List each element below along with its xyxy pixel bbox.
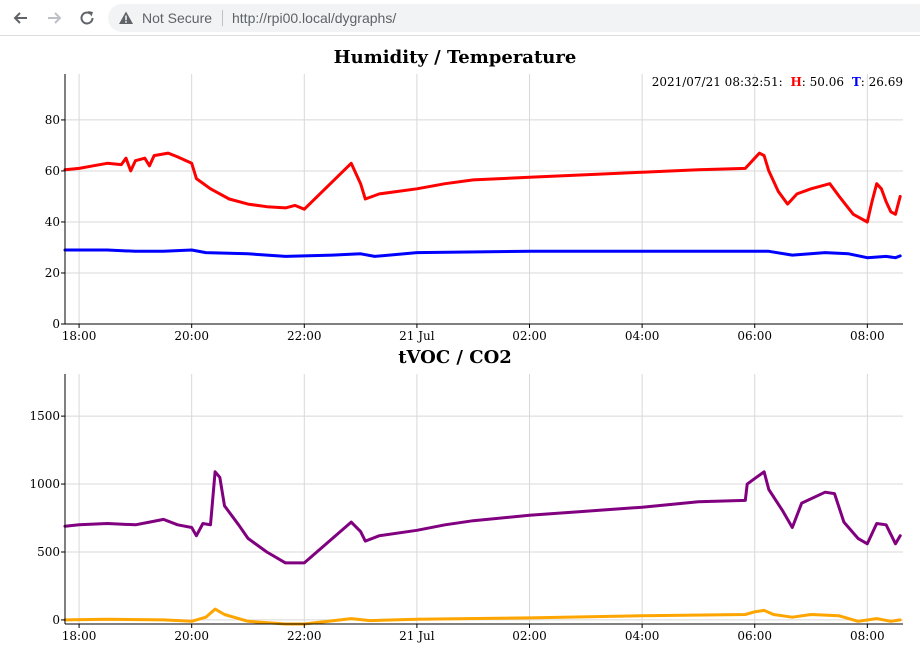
series-line-0 xyxy=(63,470,902,565)
x-tick-label: 18:00 xyxy=(62,629,97,643)
series-line-1 xyxy=(63,248,902,260)
x-tick-label: 21 Jul xyxy=(399,629,435,643)
address-bar[interactable]: Not Secure http://rpi00.local/dygraphs/ xyxy=(108,4,920,32)
x-tick-label: 20:00 xyxy=(174,629,209,643)
x-tick-label: 22:00 xyxy=(287,629,322,643)
x-tick-label: 08:00 xyxy=(850,329,885,343)
x-tick-label: 22:00 xyxy=(287,329,322,343)
chart-grid xyxy=(65,374,903,624)
x-tick-label: 04:00 xyxy=(625,629,660,643)
x-tick-label: 06:00 xyxy=(737,329,772,343)
x-tick-label: 02:00 xyxy=(512,629,547,643)
legend-value-t: 26.69 xyxy=(869,75,903,89)
y-tick-label: 1000 xyxy=(29,477,60,491)
forward-arrow-icon xyxy=(48,12,62,24)
series-line-0 xyxy=(63,151,902,224)
y-tick-label: 0 xyxy=(52,613,60,627)
browser-toolbar: Not Secure http://rpi00.local/dygraphs/ xyxy=(0,0,920,36)
x-tick-label: 20:00 xyxy=(174,329,209,343)
y-tick-label: 40 xyxy=(45,215,60,229)
tvoc-co2-chart[interactable]: tVOC / CO2 0 500 1000 1500 18:00 20:00 22:00 21… xyxy=(0,336,920,658)
chart-title: Humidity / Temperature xyxy=(334,47,577,68)
warning-icon[interactable] xyxy=(118,10,134,26)
reload-button[interactable] xyxy=(76,7,98,29)
back-arrow-icon xyxy=(13,12,27,24)
x-tick-label: 18:00 xyxy=(62,329,97,343)
security-status[interactable]: Not Secure xyxy=(142,10,213,26)
chart-legend: 2021/07/21 08:32:51: H: 50.06 T: 26.69 xyxy=(652,75,903,89)
chart-axes: 0 20 40 60 80 18:00 20:00 22:00 21 Jul 02:00 04:00… xyxy=(45,74,903,343)
chart-series xyxy=(63,151,902,260)
legend-label-h: H xyxy=(790,75,801,89)
chart-series xyxy=(63,470,902,626)
y-tick-label: 500 xyxy=(37,545,60,559)
legend-timestamp: 2021/07/21 08:32:51: xyxy=(652,75,783,89)
humidity-temperature-chart[interactable]: Humidity / Temperature 0 20 40 60 80 18:00 20:… xyxy=(0,36,920,346)
reload-icon xyxy=(80,11,94,25)
y-tick-label: 60 xyxy=(45,164,60,178)
x-tick-label: 06:00 xyxy=(737,629,772,643)
y-tick-label: 20 xyxy=(45,266,60,280)
x-tick-label: 02:00 xyxy=(512,329,547,343)
legend-value-h: 50.06 xyxy=(810,75,844,89)
y-tick-label: 0 xyxy=(52,317,60,331)
url-text[interactable]: http://rpi00.local/dygraphs/ xyxy=(232,10,397,26)
chart-title: tVOC / CO2 xyxy=(398,347,512,368)
address-divider xyxy=(222,10,223,26)
x-tick-label: 04:00 xyxy=(625,329,660,343)
chart-axes: 0 500 1000 1500 18:00 20:00 22:00 21 Jul 02:00 04… xyxy=(29,374,903,643)
series-line-1 xyxy=(63,607,902,626)
x-tick-label: 08:00 xyxy=(850,629,885,643)
y-tick-label: 1500 xyxy=(29,409,60,423)
forward-button[interactable] xyxy=(43,7,65,29)
legend-label-t: T xyxy=(852,75,861,89)
y-tick-label: 80 xyxy=(45,113,60,127)
x-tick-label: 21 Jul xyxy=(399,329,435,343)
chart-grid xyxy=(65,74,903,325)
back-button[interactable] xyxy=(10,7,32,29)
